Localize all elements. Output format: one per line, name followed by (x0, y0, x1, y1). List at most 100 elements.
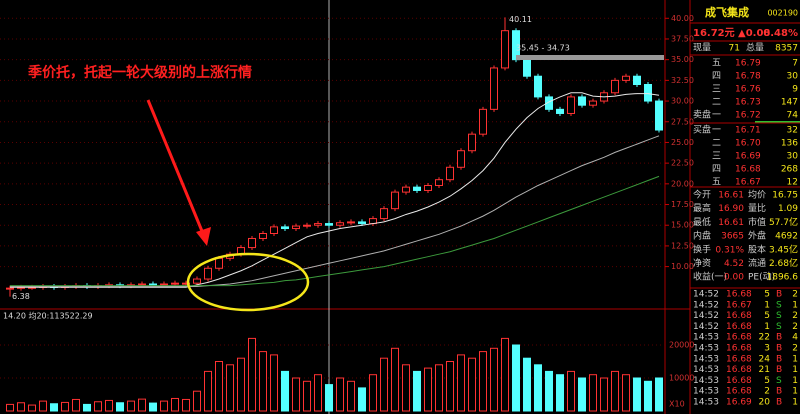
panel-text: 收益(一) (693, 271, 727, 283)
candle-body (611, 79, 619, 94)
panel-text: 20 (759, 398, 771, 408)
panel-text: 量比 (748, 202, 766, 214)
volume-bar (468, 357, 476, 412)
panel-text: 14:53 (693, 387, 719, 397)
moving-average (10, 92, 660, 288)
volume-bar (259, 351, 267, 412)
volume-bar (611, 370, 619, 412)
arrow-shaft (146, 99, 206, 237)
candle-body (138, 283, 146, 286)
panel-text: 7 (792, 59, 798, 69)
y-tick-label: 37.50 (671, 34, 694, 43)
candle-body (6, 287, 14, 290)
panel-text: 16.68 (726, 290, 752, 300)
panel-text: 14:53 (693, 354, 719, 364)
volume-bar (369, 374, 377, 412)
y-tick-label: 17.50 (671, 200, 694, 209)
panel-text: 16.68 (726, 344, 752, 354)
volume-bar (534, 364, 542, 412)
panel-text: 4 (792, 333, 798, 343)
volume-bar (193, 390, 201, 412)
volume-bar (204, 370, 212, 412)
candle-body (556, 108, 564, 114)
panel-text: 3 (764, 344, 770, 354)
panel-text: 268 (781, 165, 798, 175)
candle-body (633, 75, 641, 85)
volume-bar (182, 398, 190, 412)
moving-average (10, 135, 660, 287)
volume-bar (457, 354, 465, 412)
volume-bar (424, 367, 432, 412)
volume-bar (490, 347, 498, 412)
panel-text: 五 (712, 178, 721, 188)
panel-text: 71 (729, 44, 740, 54)
candle-body (534, 75, 542, 98)
volume-bar (138, 398, 146, 412)
candle-body (457, 150, 465, 168)
volume-bar (578, 377, 586, 412)
panel-text: 四 (712, 165, 721, 175)
candle-body (402, 186, 410, 193)
y-tick-label: 32.50 (671, 76, 694, 85)
volume-bar (28, 404, 36, 412)
candle-body (501, 30, 509, 69)
panel-text: 0.00 (724, 273, 744, 283)
volume-bar (622, 374, 630, 412)
panel-text: 5 (764, 290, 770, 300)
volume-bar (39, 400, 47, 412)
volume-bar (413, 370, 421, 412)
panel-text: 买盘 (693, 124, 711, 136)
volume-bar (644, 380, 652, 412)
current-bar (755, 121, 800, 123)
panel-text: 12 (787, 178, 798, 188)
candle-body (248, 237, 256, 249)
panel-text: B (776, 365, 782, 375)
panel-text: 14:53 (693, 365, 719, 375)
volume-legend: 14.20 均20:113522.29 (3, 311, 93, 321)
panel-text: S (776, 322, 782, 332)
volume-bar (501, 337, 509, 412)
volume-bar (6, 403, 14, 412)
panel-text: 最低 (693, 216, 711, 228)
arrow-head (196, 227, 211, 246)
panel-text: 外盘 (748, 230, 766, 242)
panel-text: 16.68 (726, 387, 752, 397)
volume-bar (149, 402, 157, 412)
volume-bar (72, 398, 80, 412)
panel-text: 今开 (693, 189, 711, 201)
annotation: 季价托，托起一轮大级别的上涨行情 (27, 64, 252, 81)
volume-bar (94, 401, 102, 412)
panel-text: 136 (781, 139, 798, 149)
panel-text: 2 (764, 387, 770, 397)
volume-bar (523, 357, 531, 412)
panel-text: 16.90 (718, 204, 744, 214)
volume-bar (545, 370, 553, 412)
volume-bar (600, 377, 608, 412)
y-tick-label: 15.00 (671, 221, 694, 230)
y-tick-label: 27.50 (671, 117, 694, 126)
y-tick-label: 20000 (669, 341, 694, 350)
panel-text: 16.68 (726, 322, 752, 332)
candle-body (270, 226, 278, 234)
range-label: 35.45 - 34.73 (516, 44, 570, 53)
volume-bar (358, 387, 366, 412)
y-tick-label: 10.00 (671, 262, 694, 271)
moving-average (10, 175, 660, 287)
volume-bar (303, 380, 311, 412)
volume-bar (446, 361, 454, 412)
panel-text: 一 (712, 111, 721, 121)
volume-bar (116, 402, 124, 412)
panel-text: 16.71 (735, 126, 761, 136)
candle-body (424, 184, 432, 191)
candle-body (347, 221, 355, 224)
candle-body (204, 267, 212, 280)
high-label: 40.11 (509, 15, 532, 24)
panel-text: 14:52 (693, 290, 719, 300)
panel-text: 16.72 (735, 111, 761, 121)
volume-bar (292, 377, 300, 412)
candle-body (314, 223, 322, 226)
volume-bar (512, 344, 520, 412)
volume-bar (215, 361, 223, 412)
y-tick-label: 40.00 (671, 14, 694, 23)
panel-text: 2 (792, 344, 798, 354)
